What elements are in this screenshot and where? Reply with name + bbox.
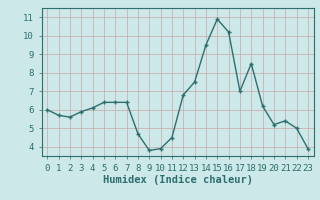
X-axis label: Humidex (Indice chaleur): Humidex (Indice chaleur) <box>103 175 252 185</box>
